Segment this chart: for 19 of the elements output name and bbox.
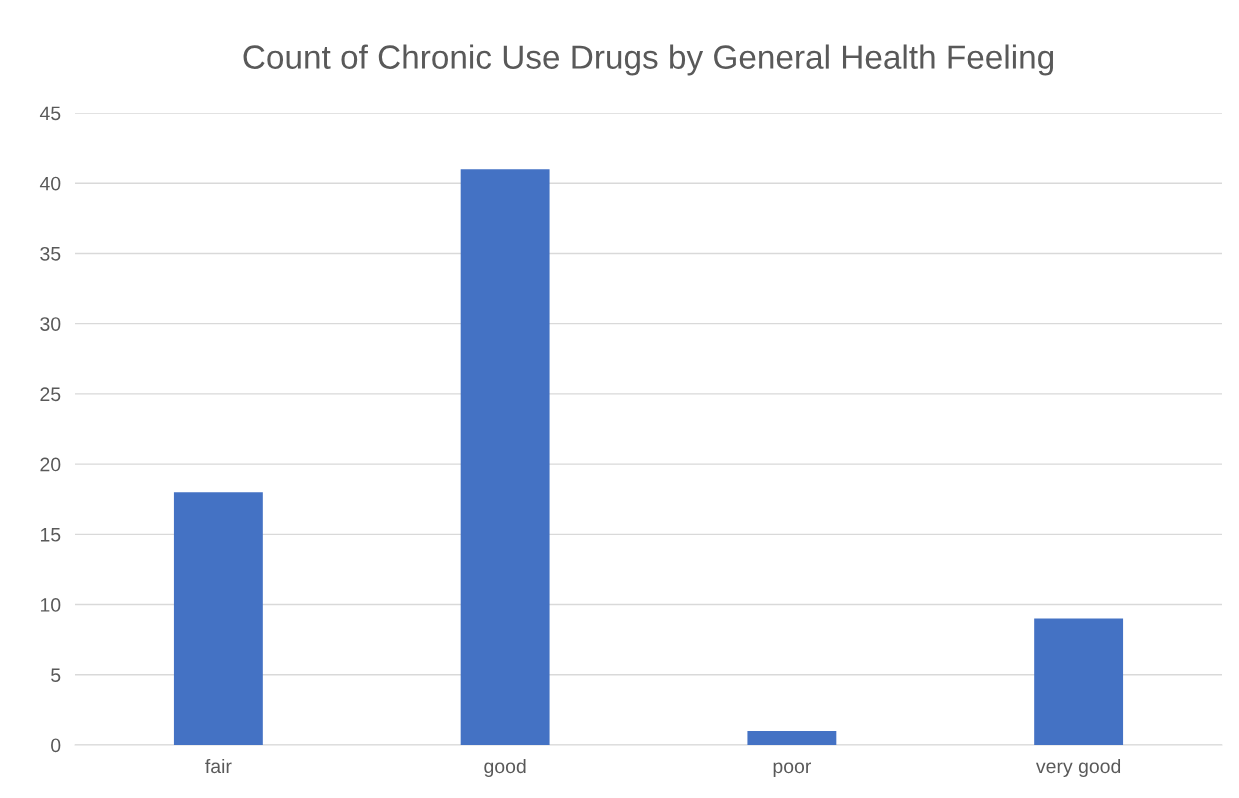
- y-tick-label: 10: [40, 598, 61, 612]
- y-tick-label: 30: [40, 317, 61, 331]
- y-tick-label: 25: [40, 387, 61, 402]
- bar: [460, 169, 550, 745]
- bar: [747, 730, 837, 745]
- y-tick-label: 5: [51, 668, 61, 683]
- y-tick-label: 35: [40, 246, 61, 261]
- y-tick-label: 40: [39, 176, 61, 191]
- y-tick-label: 15: [40, 528, 61, 542]
- bar: [1034, 618, 1124, 745]
- x-tick-label: poor: [773, 762, 812, 778]
- chart-title: Count of Chronic Use Drugs by General Health Feeling: [243, 44, 1054, 76]
- x-tick-label: fair: [205, 758, 232, 774]
- y-tick-label: 20: [40, 457, 61, 472]
- y-tick-label: 0: [51, 738, 61, 753]
- x-tick-label: very good: [1036, 758, 1121, 778]
- bar: [173, 492, 263, 745]
- x-tick-label: good: [484, 758, 526, 778]
- y-tick-label: 45: [39, 106, 61, 121]
